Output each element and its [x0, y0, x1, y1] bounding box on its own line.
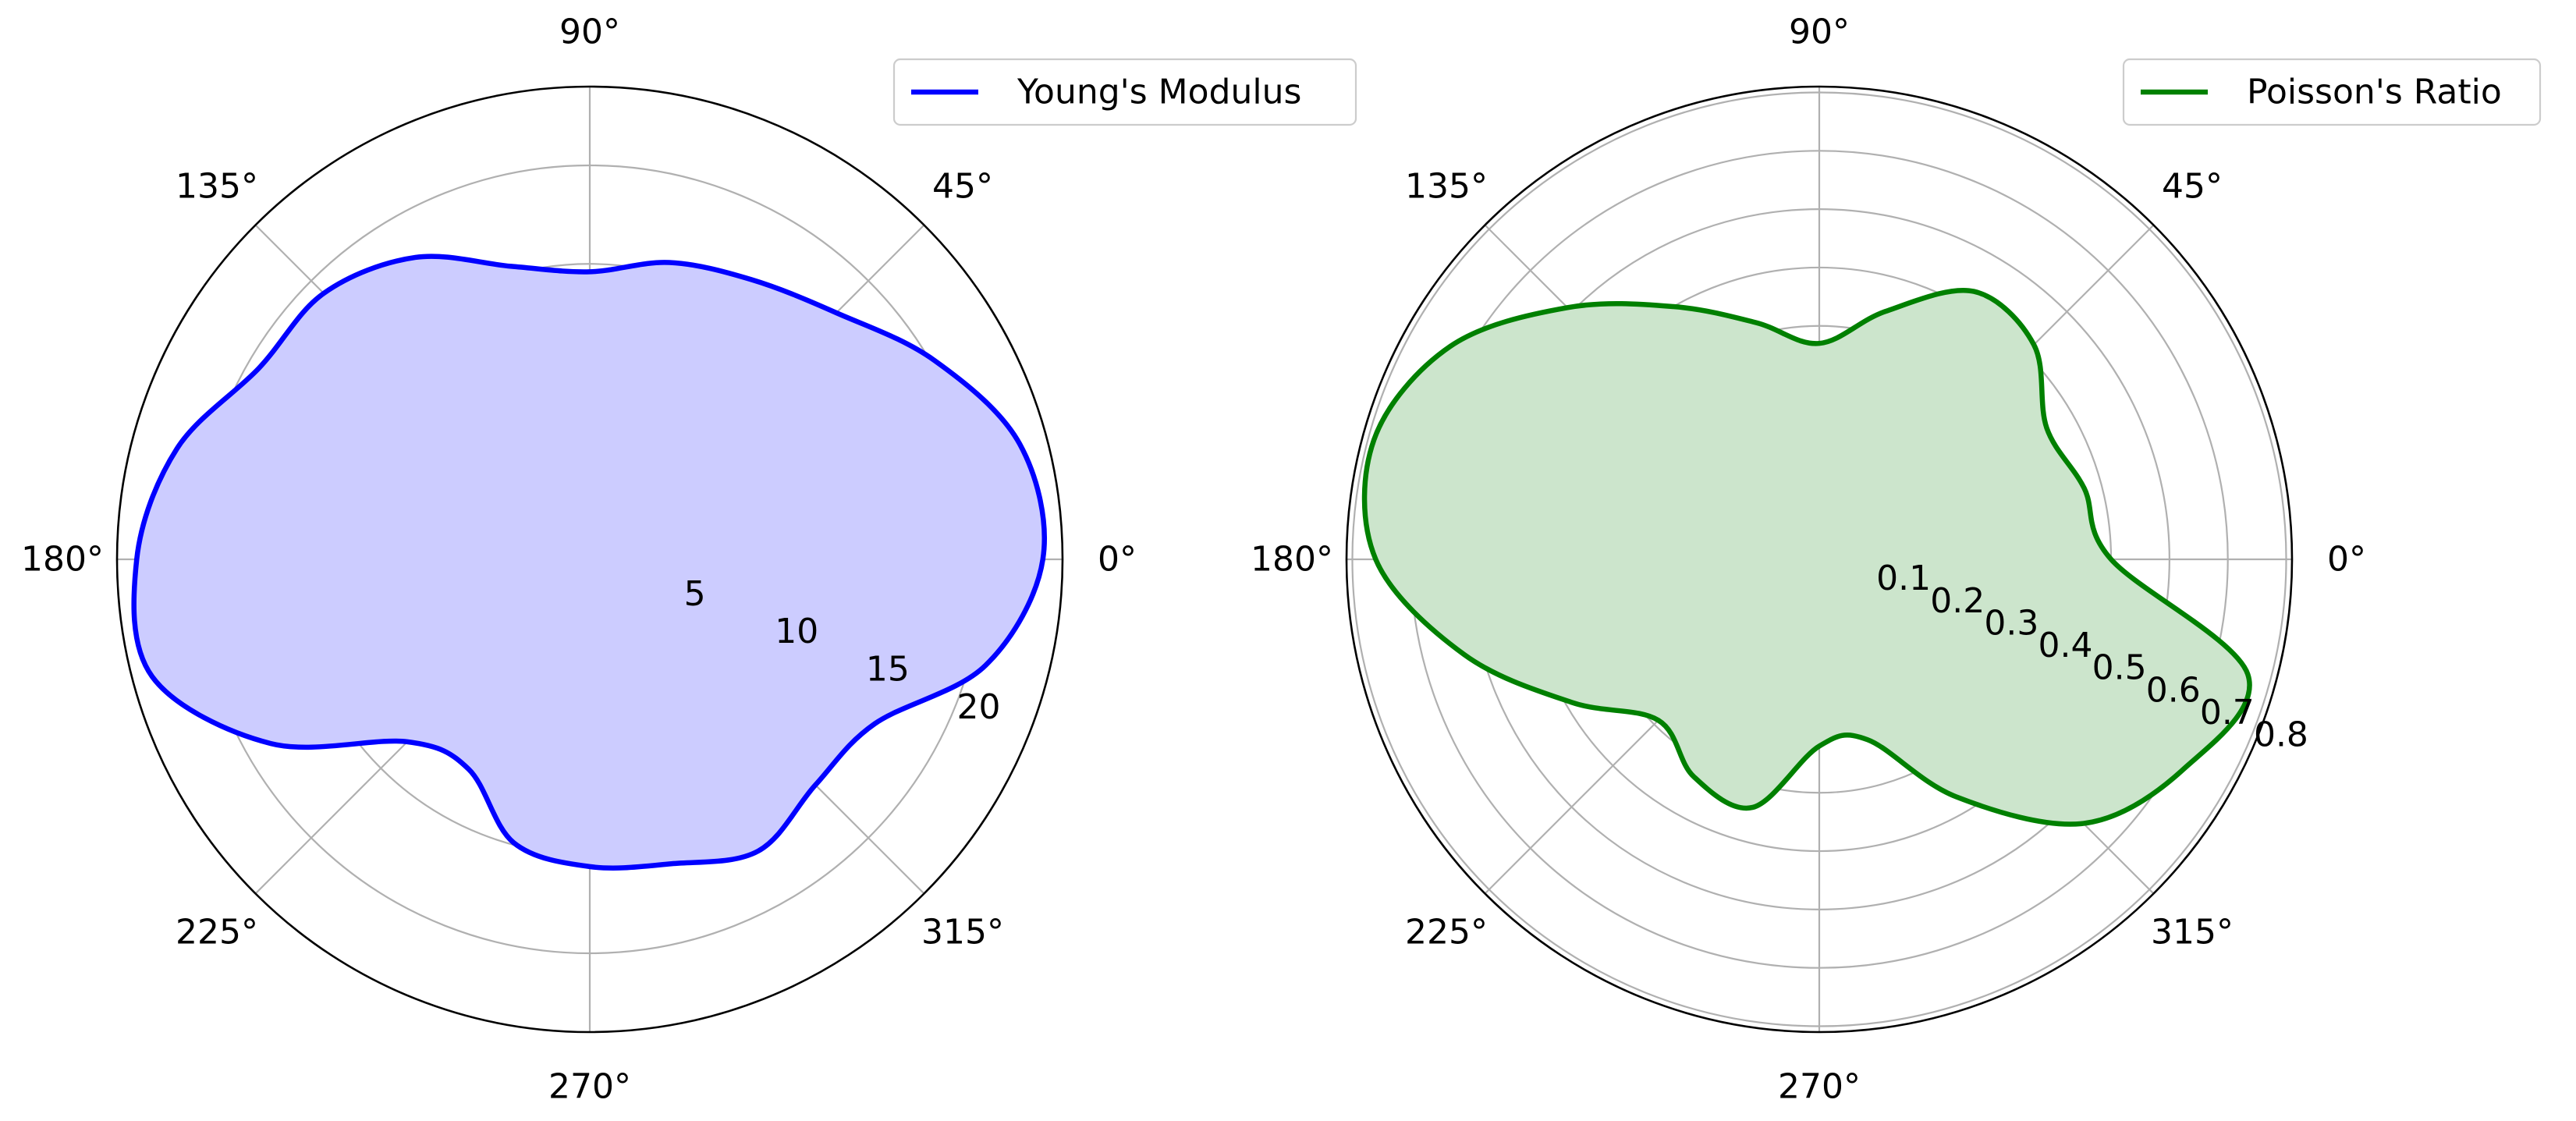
angular-tick-label: 315° — [921, 913, 1004, 952]
legend-label: Young's Modulus — [1017, 73, 1301, 112]
legend: Young's Modulus — [892, 58, 1357, 126]
angular-tick-label: 270° — [548, 1067, 631, 1107]
series-line — [1361, 288, 2252, 827]
radial-tick-label: 20 — [957, 687, 1001, 727]
angular-tick-label: 315° — [2151, 913, 2234, 952]
polar-axes-poissons-ratio: 0° 45° 90° 135° 180° 225° 270° 315° 0.10.20.30.4… — [1251, 12, 2542, 1107]
radial-tick-label: 0.4 — [2038, 626, 2092, 665]
angular-tick-label: 90° — [559, 12, 620, 52]
angular-tick-label: 180° — [21, 540, 104, 580]
legend-frame — [892, 58, 1357, 126]
radial-tick-label: 15 — [866, 649, 910, 689]
angular-tick-label: 180° — [1251, 540, 1333, 580]
polar-spine — [1345, 85, 2294, 1034]
angular-tick-label: 45° — [932, 167, 993, 207]
angular-tick-label: 45° — [2162, 167, 2223, 207]
series-fill — [1364, 290, 2250, 825]
series-fill — [133, 256, 1045, 868]
angular-tick-label: 90° — [1789, 12, 1850, 52]
radial-tick-label: 0.7 — [2200, 693, 2255, 733]
radial-tick-label: 0.3 — [1984, 603, 2038, 643]
series-line — [131, 254, 1047, 871]
legend-label: Poisson's Ratio — [2247, 73, 2502, 112]
radial-tick-label: 10 — [775, 612, 818, 651]
radial-tick-label: 5 — [684, 574, 706, 614]
angular-tick-label: 135° — [176, 167, 258, 207]
polar-axes-youngs-modulus: 0° 45° 90° 135° 180° 225° 270° 315° 5 10 15 20 Young… — [21, 12, 1357, 1107]
radial-tick-label: 0.2 — [1930, 581, 1985, 621]
legend: Poisson's Ratio — [2122, 58, 2542, 126]
radial-tick-label: 0.1 — [1876, 559, 1931, 598]
polar-spine — [115, 85, 1064, 1034]
radial-tick-label: 0.6 — [2146, 670, 2201, 710]
legend-frame — [2122, 58, 2542, 126]
angular-tick-label: 270° — [1778, 1067, 1861, 1107]
angular-tick-label: 0° — [2327, 540, 2366, 580]
radial-tick-label: 0.5 — [2092, 648, 2147, 688]
angular-tick-label: 135° — [1405, 167, 1488, 207]
angular-tick-label: 0° — [1098, 540, 1137, 580]
radial-tick-label: 0.8 — [2254, 715, 2308, 755]
angular-tick-label: 225° — [1405, 913, 1488, 952]
angular-tick-label: 225° — [176, 913, 258, 952]
